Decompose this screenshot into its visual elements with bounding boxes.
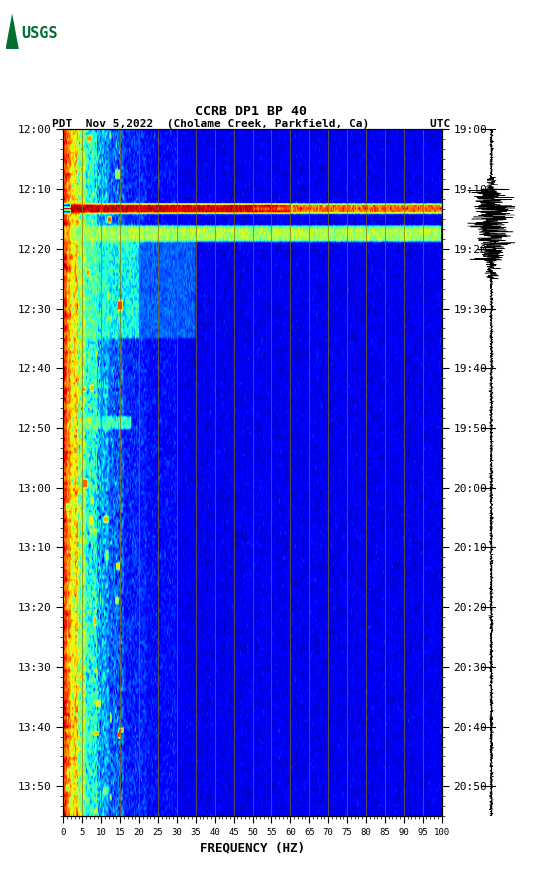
X-axis label: FREQUENCY (HZ): FREQUENCY (HZ) bbox=[200, 841, 305, 855]
Text: CCRB DP1 BP 40: CCRB DP1 BP 40 bbox=[195, 104, 307, 118]
Text: USGS: USGS bbox=[22, 26, 58, 40]
Text: PDT  Nov 5,2022  (Cholame Creek, Parkfield, Ca)         UTC: PDT Nov 5,2022 (Cholame Creek, Parkfield… bbox=[52, 120, 450, 129]
Polygon shape bbox=[6, 13, 19, 49]
